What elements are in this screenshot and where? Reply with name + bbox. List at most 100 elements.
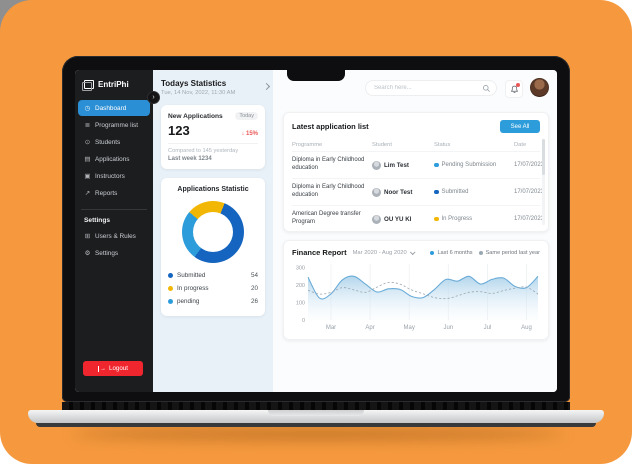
date-range-dropdown[interactable]: Mar 2020 - Aug 2020 (353, 248, 416, 256)
applications-statistic-title: Applications Statistic (177, 186, 249, 193)
laptop-shadow (72, 428, 564, 440)
logout-button[interactable]: → Logout (83, 361, 143, 376)
sidebar-item-label: Users & Rules (95, 232, 136, 240)
chevron-right-icon: › (152, 94, 155, 101)
finance-report-title: Finance Report (292, 248, 347, 257)
finance-legend-last-year: Same period last year (478, 249, 540, 256)
sidebar-item-applications[interactable]: ▤ Applications (78, 151, 150, 167)
chart-arrow-icon: ↗ (84, 190, 91, 197)
status-text: Pending Submission (441, 162, 497, 168)
legend-value: 20 (250, 285, 258, 292)
programme-cell: Diploma in Early Childhood education (292, 184, 365, 198)
application-list-title: Latest application list (292, 122, 369, 131)
svg-text:300: 300 (296, 266, 305, 272)
sidebar-item-settings[interactable]: ⚙ Settings (78, 245, 150, 261)
table-row[interactable]: Diploma in Early Childhood education Noo… (292, 178, 544, 205)
laptop-screen-bezel: EntriPhi ◷ Dashboard ≣ Programme list ⊙ (62, 56, 570, 402)
new-applications-card: New Applications Today 123 ↓ 15% Compare… (161, 105, 265, 169)
today-statistics-panel: Todays Statistics Tue, 14 Nov, 2022, 11:… (153, 70, 273, 392)
date-cell: 17/07/2023 (514, 162, 545, 168)
search-icon (482, 84, 491, 93)
settings-section-header: Settings (84, 217, 111, 224)
table-header-row: Programme Student Status Date (292, 138, 540, 151)
sidebar-item-label: Dashboard (95, 104, 127, 112)
student-name: Noor Test (384, 188, 413, 196)
notification-dot (516, 83, 520, 87)
legend-dot (168, 299, 173, 304)
sidebar-item-label: Applications (95, 155, 130, 163)
svg-text:Jun: Jun (443, 325, 453, 331)
app-logo: EntriPhi (75, 70, 153, 99)
status-dot (434, 162, 439, 168)
document-icon: ▤ (84, 156, 91, 163)
legend-item-in-progress: In progress 20 (168, 282, 258, 295)
scrollbar-thumb[interactable] (542, 139, 545, 175)
card-divider (168, 143, 258, 144)
user-avatar[interactable] (530, 78, 549, 97)
legend-dot (430, 250, 435, 255)
student-name: Lim Test (384, 161, 409, 169)
sidebar-item-label: Students (95, 138, 121, 146)
laptop-display: EntriPhi ◷ Dashboard ≣ Programme list ⊙ (75, 70, 557, 392)
svg-text:0: 0 (302, 318, 305, 324)
legend-label: Same period last year (485, 249, 540, 256)
legend-value: 54 (250, 272, 258, 279)
date-cell: 17/07/2023 (514, 216, 545, 222)
legend-label: Last 6 months (437, 249, 473, 256)
student-avatar (372, 160, 381, 170)
sidebar-divider (81, 209, 147, 210)
sidebar-item-dashboard[interactable]: ◷ Dashboard (78, 100, 150, 116)
dashboard-app: EntriPhi ◷ Dashboard ≣ Programme list ⊙ (75, 70, 557, 392)
svg-text:Aug: Aug (521, 325, 532, 331)
legend-item-pending: pending 26 (168, 295, 258, 308)
main-content: Latest application list See All Programm… (273, 70, 557, 392)
sidebar-collapse-button[interactable]: › (147, 91, 160, 104)
sidebar-item-programme-list[interactable]: ≣ Programme list (78, 117, 150, 133)
logout-label: Logout (109, 365, 128, 372)
svg-text:May: May (404, 325, 415, 331)
dashboard-icon: ◷ (84, 105, 91, 112)
sidebar-item-users-rules[interactable]: ⊞ Users & Rules (78, 228, 150, 244)
status-dot (434, 189, 439, 195)
date-cell: 17/07/2023 (514, 189, 545, 195)
table-scrollbar[interactable] (542, 139, 545, 225)
sidebar-item-instructors[interactable]: ▣ Instructors (78, 168, 150, 184)
status-dot (434, 216, 439, 222)
users-icon: ⊞ (84, 233, 91, 240)
briefcase-icon: ▣ (84, 173, 91, 180)
col-student: Student (372, 141, 392, 148)
logo-books-icon (82, 80, 94, 91)
svg-text:Mar: Mar (326, 325, 336, 331)
col-programme: Programme (292, 141, 323, 148)
sidebar-item-students[interactable]: ⊙ Students (78, 134, 150, 150)
student-avatar (372, 214, 381, 224)
applications-table: Programme Student Status Date Diploma in… (292, 138, 544, 232)
compare-line: Compared to 145 yesterday (168, 148, 239, 154)
svg-text:Apr: Apr (365, 325, 374, 331)
student-name: OU YU KI (384, 215, 412, 223)
sidebar-item-label: Programme list (95, 121, 138, 129)
search-input[interactable] (365, 80, 497, 96)
sidebar-item-label: Reports (95, 189, 118, 197)
student-icon: ⊙ (84, 139, 91, 146)
see-all-button[interactable]: See All (500, 120, 540, 133)
svg-text:200: 200 (296, 283, 305, 289)
panel-collapse-chevron-icon[interactable] (262, 82, 271, 91)
today-badge: Today (235, 112, 258, 120)
legend-value: 26 (250, 298, 258, 305)
col-status: Status (434, 141, 451, 148)
notifications-button[interactable] (505, 80, 523, 98)
legend-dot (168, 273, 173, 278)
app-name: EntriPhi (98, 80, 129, 89)
finance-area-chart: Mar Apr May Jun Jul Aug 300 200 100 0 (296, 264, 539, 331)
bell-icon (510, 85, 518, 93)
laptop-camera-notch (287, 70, 345, 81)
legend-label: Submitted (177, 272, 206, 279)
student-avatar (372, 187, 381, 197)
new-applications-title: New Applications (168, 112, 223, 120)
new-applications-value: 123 (168, 123, 190, 138)
table-row[interactable]: Diploma in Early Childhood education Lim… (292, 151, 544, 178)
table-row[interactable]: American Degree transfer Program OU YU K… (292, 205, 544, 232)
sidebar-item-reports[interactable]: ↗ Reports (78, 185, 150, 201)
